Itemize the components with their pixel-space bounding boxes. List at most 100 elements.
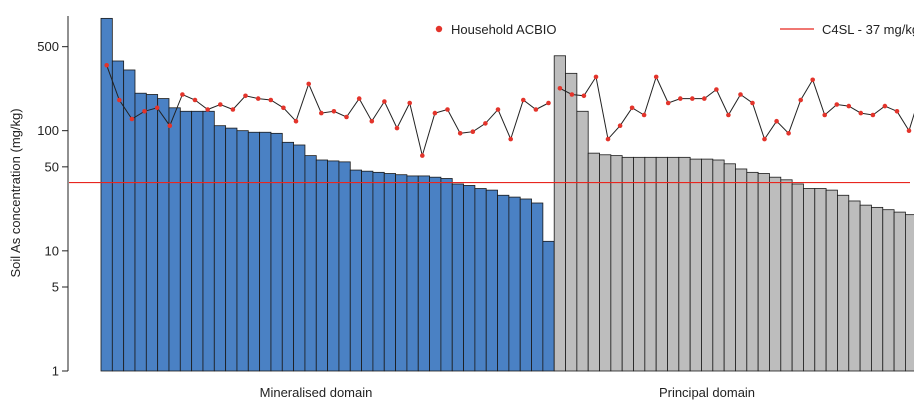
bar [735,168,748,372]
acbio-point [750,100,755,106]
bar [825,189,838,372]
acbio-point [726,112,731,118]
acbio-point [894,109,900,114]
acbio-point [702,96,707,101]
bar [463,185,476,372]
bar [315,159,328,372]
acbio-point [445,107,450,112]
acbio-point [243,93,248,99]
bar [701,158,714,372]
bar [281,141,295,372]
bar [508,196,521,372]
acbio-point [665,100,671,106]
acbio-point [569,92,575,97]
acbio-point [557,86,563,91]
bar [145,94,159,372]
y-tick-label: 1 [52,364,59,379]
bar [519,198,532,372]
bar [905,214,914,372]
bar [712,159,725,372]
bar [485,189,498,372]
acbio-point [293,118,299,124]
legend-acbio-label: Household ACBIO [451,22,557,37]
acbio-point [268,97,274,103]
bar [191,110,204,372]
bar [395,174,408,372]
acbio-point [483,121,488,126]
acbio-point [653,74,659,80]
acbio-point [117,97,122,103]
bar [769,176,782,372]
bar [780,179,793,372]
acbio-point [306,81,312,87]
bar [429,176,442,372]
bar [791,183,804,372]
group-label-principal: Principal domain [659,385,755,400]
acbio-point [394,125,400,131]
acbio-point [142,109,147,114]
acbio-point [714,87,719,92]
y-tick-label: 500 [37,39,59,54]
acbio-point [738,92,743,97]
bar [293,144,306,372]
acbio-point [822,112,827,118]
bar [406,175,419,372]
y-axis-title: Soil As concentration (mg/kg) [8,108,23,277]
acbio-point [641,112,647,118]
acbio-point [533,107,539,112]
y-axis: 1 5 10 50 100 500 [37,16,69,379]
bar [859,204,872,372]
bar [723,163,736,372]
bar [576,110,589,372]
bar [327,160,340,372]
bar [474,188,487,372]
bar [100,17,113,372]
acbio-point [331,109,337,114]
acbio-point [858,110,864,116]
bar [304,155,317,372]
legend: Household ACBIO C4SL - 37 mg/kg [435,22,914,37]
acbio-point [798,97,803,103]
bar [202,110,215,372]
bar [531,202,544,372]
bar [417,175,430,372]
acbio-point [457,131,463,136]
acbio-point [192,97,198,103]
acbio-point [104,63,109,68]
acbio-point [774,118,779,124]
acbio-point [629,105,635,111]
bars-mineralised-domain [100,17,555,372]
bar [372,171,385,372]
bar [803,188,816,372]
acbio-point [470,129,476,134]
bar [678,156,691,372]
acbio-line [106,65,549,158]
y-tick-label: 50 [45,159,59,174]
bar [179,110,193,372]
acbio-point [154,105,160,111]
acbio-line [559,75,914,141]
bar [361,170,374,372]
bar [893,211,906,372]
acbio-point [690,96,695,101]
acbio-point [407,100,413,106]
acbio-point [521,97,526,103]
acbio-point [846,103,852,109]
bar [383,173,396,372]
bar [848,200,861,372]
bar [667,156,680,372]
bar [553,55,566,372]
acbio-point [495,107,501,112]
acbio-point [432,110,438,116]
y-tick-label: 100 [37,123,59,138]
acbio-point [230,107,236,112]
acbio-point [786,131,791,136]
y-tick-label: 10 [45,243,59,258]
acbio-point [581,93,587,99]
acbio-point [319,110,324,116]
acbio-point [678,96,683,101]
bar [497,194,510,372]
bar [349,169,362,372]
bar [633,156,646,372]
